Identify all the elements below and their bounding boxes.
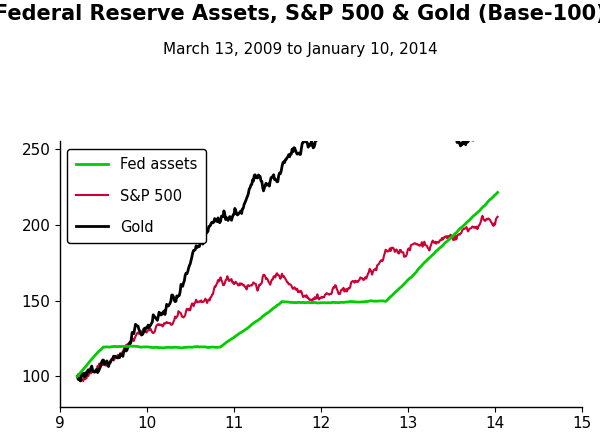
Text: Federal Reserve Assets, S&P 500 & Gold (Base-100): Federal Reserve Assets, S&P 500 & Gold (… xyxy=(0,4,600,24)
Text: March 13, 2009 to January 10, 2014: March 13, 2009 to January 10, 2014 xyxy=(163,42,437,57)
Legend: Fed assets, S&P 500, Gold: Fed assets, S&P 500, Gold xyxy=(67,149,206,243)
